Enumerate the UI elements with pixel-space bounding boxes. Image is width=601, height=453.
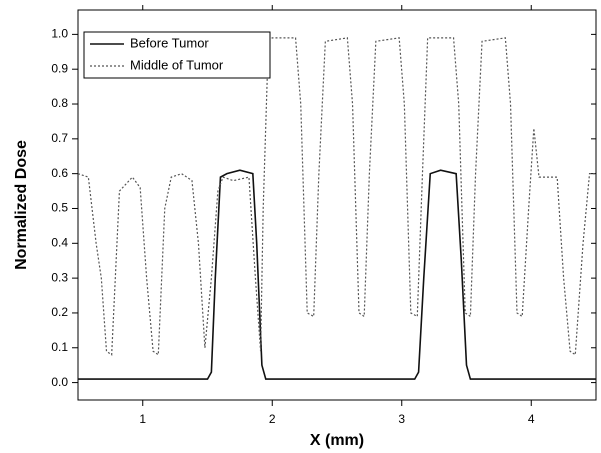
- y-axis-title: Normalized Dose: [13, 140, 30, 270]
- x-axis-title: X (mm): [310, 432, 364, 449]
- y-tick-label: 0.9: [51, 61, 68, 75]
- x-tick-label: 1: [139, 412, 146, 426]
- x-tick-label: 3: [398, 412, 405, 426]
- y-tick-label: 0.5: [51, 201, 68, 215]
- series-line: [78, 169, 596, 380]
- y-tick-label: 0.2: [51, 305, 68, 319]
- plot-frame: [77, 9, 597, 401]
- series-line: [77, 37, 596, 356]
- y-tick-label: 0.7: [51, 131, 68, 145]
- y-tick-label: 1.0: [51, 27, 68, 41]
- legend-label: Middle of Tumor: [130, 57, 224, 72]
- y-tick-label: 0.8: [51, 96, 68, 110]
- y-tick-label: 0.4: [51, 235, 68, 249]
- x-tick-label: 2: [269, 412, 276, 426]
- y-tick-label: 0.3: [51, 270, 68, 284]
- x-tick-label: 4: [528, 412, 535, 426]
- legend-label: Before Tumor: [130, 35, 209, 50]
- legend-box: [83, 31, 271, 79]
- y-tick-label: 0.6: [51, 166, 68, 180]
- y-tick-label: 0.0: [51, 375, 68, 389]
- y-tick-label: 0.1: [51, 340, 68, 354]
